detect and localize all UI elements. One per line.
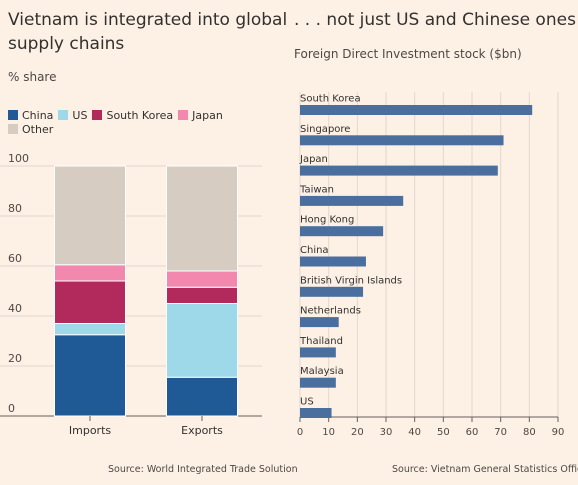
left-chart-unit-label: % share (8, 70, 57, 84)
stacked-bar-chart: 0 20 40 60 80 100 Imports Exports (0, 152, 262, 437)
y-tick-label: 80 (8, 202, 22, 215)
x-tick-label: 60 (466, 427, 479, 438)
y-tick-label: 60 (8, 252, 22, 265)
bar-imports-japan (54, 264, 126, 282)
legend-swatch-china (8, 110, 18, 120)
bar-exports-us (166, 303, 238, 378)
bar-british-virgin-islands (300, 286, 364, 297)
legend-label-us: US (72, 109, 88, 122)
bar-exports-south-korea (166, 286, 238, 304)
legend-label-china: China (22, 109, 54, 122)
category-label-singapore: Singapore (300, 124, 350, 135)
legend-swatch-japan (178, 110, 189, 120)
category-label-south-korea: South Korea (300, 94, 361, 105)
x-tick-label: 20 (351, 427, 364, 438)
category-label-japan: Japan (299, 154, 328, 165)
x-tick-label: 10 (322, 427, 335, 438)
bar-exports-china (166, 376, 238, 417)
x-tick-label: Exports (181, 424, 223, 437)
bar-imports-south-korea (54, 280, 126, 324)
category-label-china: China (300, 245, 329, 256)
category-label-british-virgin-islands: British Virgin Islands (300, 275, 402, 286)
bar-hong-kong (300, 226, 384, 237)
bar-japan (300, 165, 498, 176)
bar-imports-china (54, 334, 126, 417)
y-tick-label: 20 (8, 352, 22, 365)
legend-label-japan: Japan (192, 109, 223, 122)
x-tick-label: 90 (552, 427, 565, 438)
x-tick-label: 70 (494, 427, 507, 438)
legend-item-south-korea: South Korea (92, 109, 173, 123)
bar-taiwan (300, 195, 404, 206)
bar-china (300, 256, 366, 267)
legend-item-china: China (8, 109, 53, 123)
x-tick-label: 80 (523, 427, 536, 438)
legend-swatch-south-korea (92, 110, 103, 120)
legend-swatch-other (8, 124, 18, 134)
x-tick-label: 30 (380, 427, 393, 438)
right-chart-source: Source: Vietnam General Statistics Offic… (392, 464, 578, 475)
category-label-netherlands: Netherlands (300, 306, 361, 317)
legend-label-south-korea: South Korea (106, 109, 174, 122)
bar-singapore (300, 135, 504, 146)
bar-imports-other (54, 165, 126, 266)
bar-exports-other (166, 165, 238, 272)
right-chart-title: . . . not just US and Chinese ones (294, 10, 576, 30)
legend-swatch-us (58, 110, 69, 120)
right-chart-subtitle: Foreign Direct Investment stock ($bn) (294, 47, 522, 61)
bar-us (300, 408, 332, 418)
bar-netherlands (300, 317, 339, 328)
bar-malaysia (300, 377, 336, 388)
x-tick-label: 0 (297, 427, 303, 438)
bar-exports-japan (166, 270, 238, 288)
legend-item-other: Other (8, 123, 53, 137)
legend-item-us: US (58, 109, 87, 123)
y-tick-label: 40 (8, 302, 22, 315)
x-tick-label: 40 (408, 427, 421, 438)
y-tick-label: 100 (8, 152, 29, 165)
category-label-us: US (300, 397, 314, 408)
bar-imports-us (54, 323, 126, 336)
bar-south-korea (300, 105, 533, 115)
left-chart-title-line2: supply chains (8, 34, 125, 54)
bar-thailand (300, 347, 336, 358)
category-label-thailand: Thailand (299, 336, 343, 347)
legend-label-other: Other (22, 123, 54, 136)
left-chart-source: Source: World Integrated Trade Solution (108, 464, 298, 475)
x-tick-label: Imports (69, 424, 112, 437)
left-chart-legend: China US South Korea Japan Other (8, 109, 263, 137)
category-label-hong-kong: Hong Kong (300, 215, 354, 226)
legend-item-japan: Japan (178, 109, 223, 123)
left-chart-title-line1: Vietnam is integrated into global (8, 10, 288, 30)
y-tick-label: 0 (8, 402, 15, 415)
horizontal-bar-chart: 0 10 20 30 40 50 60 70 80 90 South Korea Singapore J… (297, 92, 565, 438)
category-label-taiwan: Taiwan (299, 184, 334, 195)
category-label-malaysia: Malaysia (300, 366, 344, 377)
x-tick-label: 50 (437, 427, 450, 438)
